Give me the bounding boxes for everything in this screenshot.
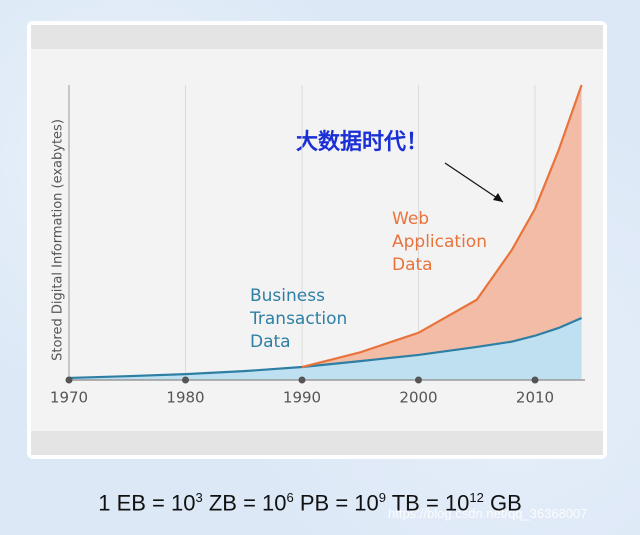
- series-label: Business Transaction Data: [250, 286, 348, 352]
- arrow-head: [493, 193, 503, 202]
- x-tick-label: 2000: [399, 389, 437, 407]
- exponent: 6: [286, 490, 294, 505]
- exponent: 9: [378, 490, 386, 505]
- x-tick-label: 1970: [50, 389, 88, 407]
- top-band: [31, 25, 603, 49]
- exponent: 3: [195, 490, 203, 505]
- plot-background: [31, 25, 603, 455]
- tick-dot: [298, 376, 306, 384]
- x-tick-label: 1980: [166, 389, 204, 407]
- series-line: [68, 317, 583, 380]
- annotation: 大数据时代！: [296, 129, 428, 155]
- footer-text: GB: [483, 490, 522, 516]
- footer: 1 EB = 103 ZB = 106 PB = 109 TB = 1012 G…: [0, 490, 620, 516]
- exponent: 12: [469, 490, 484, 505]
- annotation-arrow: [444, 162, 504, 203]
- area: [302, 85, 582, 368]
- series-line: [301, 84, 583, 369]
- watermark: https://blog.csdn.net/qq_36368007: [388, 506, 588, 521]
- footer-text: PB = 10: [293, 490, 379, 516]
- tick-dot: [531, 376, 539, 384]
- tick-dot: [182, 376, 189, 384]
- x-tick-label: 1990: [283, 389, 321, 407]
- x-tick-label: 2010: [516, 389, 554, 407]
- series-label: Web Application Data: [392, 209, 487, 275]
- tick-dot: [65, 376, 73, 384]
- y-axis-label: Stored Digital Information (exabytes): [51, 119, 66, 361]
- footer-text: ZB = 10: [202, 490, 287, 516]
- bottom-band: [31, 431, 603, 455]
- footer-text: 1 EB = 10: [98, 490, 196, 516]
- footer-text: TB = 10: [386, 490, 470, 516]
- tick-dot: [415, 376, 422, 384]
- area: [69, 318, 582, 380]
